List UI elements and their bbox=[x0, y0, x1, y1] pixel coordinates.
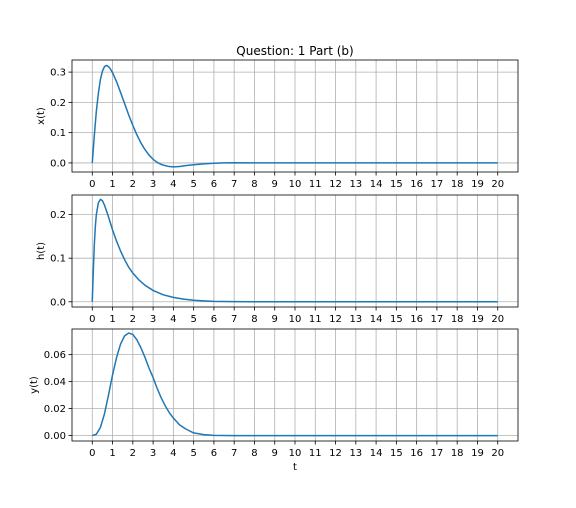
y-tick-label: 0.2 bbox=[50, 98, 66, 109]
x-tick-label: 20 bbox=[491, 314, 504, 325]
x-tick-label: 20 bbox=[491, 448, 504, 459]
x-tick-label: 13 bbox=[349, 448, 362, 459]
x-tick-label: 3 bbox=[150, 179, 156, 190]
axes-x-of-t: 0 1 2 3 4 5 6 7 8 9 10 11 12 13 14 15 16 17 18 19 200.00.10.… bbox=[36, 59, 519, 190]
x-tick-label: 8 bbox=[251, 448, 257, 459]
x-tick-label: 20 bbox=[491, 179, 504, 190]
y-tick-label: 0.1 bbox=[50, 128, 66, 139]
series-line bbox=[91, 198, 498, 303]
x-tick-label: 11 bbox=[309, 448, 322, 459]
x-tick-label: 16 bbox=[410, 448, 423, 459]
x-tick-label: 7 bbox=[231, 448, 237, 459]
x-tick-label: 14 bbox=[370, 314, 383, 325]
x-tick-label: 12 bbox=[329, 448, 342, 459]
x-tick-label: 16 bbox=[410, 314, 423, 325]
x-tick-label: 4 bbox=[170, 314, 176, 325]
x-tick-label: 0 bbox=[89, 314, 95, 325]
x-tick-label: 13 bbox=[349, 314, 362, 325]
x-tick-label: 1 bbox=[109, 179, 115, 190]
y-tick-label: 0.04 bbox=[44, 377, 66, 388]
x-tick-label: 19 bbox=[471, 179, 484, 190]
y-tick-label: 0.00 bbox=[44, 431, 66, 442]
x-tick-label: 0 bbox=[89, 448, 95, 459]
x-tick-label: 0 bbox=[89, 179, 95, 190]
x-tick-label: 13 bbox=[349, 179, 362, 190]
series-line bbox=[92, 332, 498, 437]
x-tick-label: 5 bbox=[190, 314, 196, 325]
figure-title: Question: 1 Part (b) bbox=[236, 44, 353, 58]
x-tick-label: 6 bbox=[211, 314, 217, 325]
x-tick-label: 14 bbox=[370, 179, 383, 190]
x-tick-label: 18 bbox=[451, 448, 464, 459]
x-tick-label: 17 bbox=[431, 314, 444, 325]
x-tick-label: 15 bbox=[390, 448, 403, 459]
x-tick-label: 12 bbox=[329, 179, 342, 190]
x-tick-label: 1 bbox=[109, 314, 115, 325]
x-tick-label: 9 bbox=[272, 179, 278, 190]
x-tick-label: 18 bbox=[451, 179, 464, 190]
y-tick-label: 0.1 bbox=[50, 254, 66, 265]
y-tick-label: 0.0 bbox=[50, 158, 66, 169]
y-tick-label: 0.02 bbox=[44, 404, 66, 415]
x-tick-label: 1 bbox=[109, 448, 115, 459]
y-axis-label: y(t) bbox=[29, 376, 40, 394]
x-tick-label: 9 bbox=[272, 314, 278, 325]
y-tick-label: 0.3 bbox=[50, 68, 66, 79]
x-tick-label: 7 bbox=[231, 314, 237, 325]
x-tick-label: 7 bbox=[231, 179, 237, 190]
x-tick-label: 2 bbox=[130, 179, 136, 190]
x-tick-label: 3 bbox=[150, 314, 156, 325]
x-tick-label: 19 bbox=[471, 314, 484, 325]
y-tick-label: 0.06 bbox=[44, 350, 66, 361]
x-tick-label: 5 bbox=[190, 448, 196, 459]
x-tick-label: 14 bbox=[370, 448, 383, 459]
x-tick-label: 2 bbox=[130, 314, 136, 325]
x-tick-label: 4 bbox=[170, 448, 176, 459]
x-axis-label: t bbox=[293, 462, 297, 473]
x-tick-label: 11 bbox=[309, 314, 322, 325]
y-axis-label: x(t) bbox=[36, 107, 47, 125]
x-tick-label: 10 bbox=[289, 179, 302, 190]
x-tick-label: 3 bbox=[150, 448, 156, 459]
x-tick-label: 12 bbox=[329, 314, 342, 325]
x-tick-label: 15 bbox=[390, 314, 403, 325]
y-tick-label: 0.0 bbox=[50, 297, 66, 308]
y-tick-label: 0.2 bbox=[50, 210, 66, 221]
x-tick-label: 9 bbox=[272, 448, 278, 459]
axes-h-of-t: 0 1 2 3 4 5 6 7 8 9 10 11 12 13 14 15 16 17 18 19 200.00.10.… bbox=[36, 194, 519, 325]
x-tick-label: 5 bbox=[190, 179, 196, 190]
x-tick-label: 18 bbox=[451, 314, 464, 325]
x-tick-label: 15 bbox=[390, 179, 403, 190]
axes-y-of-t: 0 1 2 3 4 5 6 7 8 9 10 11 12 13 14 15 16 17 18 19 200.000.02… bbox=[29, 328, 519, 459]
y-axis-label: h(t) bbox=[36, 242, 47, 260]
x-tick-label: 16 bbox=[410, 179, 423, 190]
series-line bbox=[91, 64, 498, 168]
x-tick-label: 6 bbox=[211, 179, 217, 190]
x-tick-label: 6 bbox=[211, 448, 217, 459]
x-tick-label: 10 bbox=[289, 448, 302, 459]
x-tick-label: 17 bbox=[431, 448, 444, 459]
x-tick-label: 8 bbox=[251, 179, 257, 190]
x-tick-label: 2 bbox=[130, 448, 136, 459]
x-tick-label: 4 bbox=[170, 179, 176, 190]
x-tick-label: 17 bbox=[431, 179, 444, 190]
x-tick-label: 11 bbox=[309, 179, 322, 190]
x-tick-label: 8 bbox=[251, 314, 257, 325]
x-tick-label: 10 bbox=[289, 314, 302, 325]
x-tick-label: 19 bbox=[471, 448, 484, 459]
